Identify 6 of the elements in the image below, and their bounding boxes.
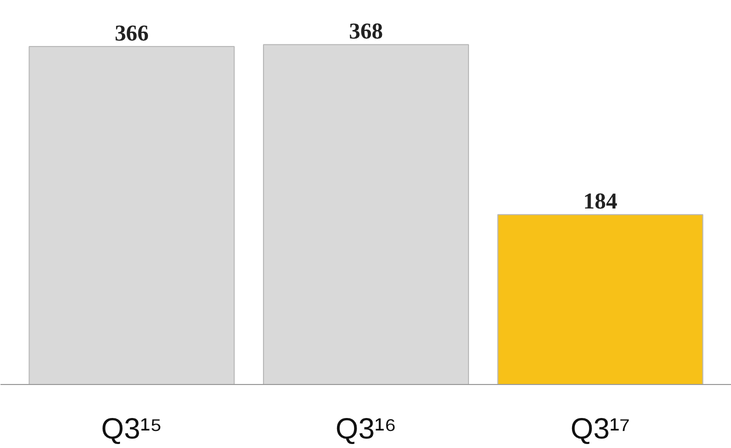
data-label: 368	[349, 18, 383, 44]
data-label: 366	[114, 20, 149, 46]
x-tick-label: Q3¹⁶	[336, 412, 396, 446]
x-tick-label: Q3¹⁵	[101, 412, 162, 446]
data-label: 184	[583, 188, 618, 214]
x-tick-label: Q3¹⁷	[570, 412, 630, 446]
